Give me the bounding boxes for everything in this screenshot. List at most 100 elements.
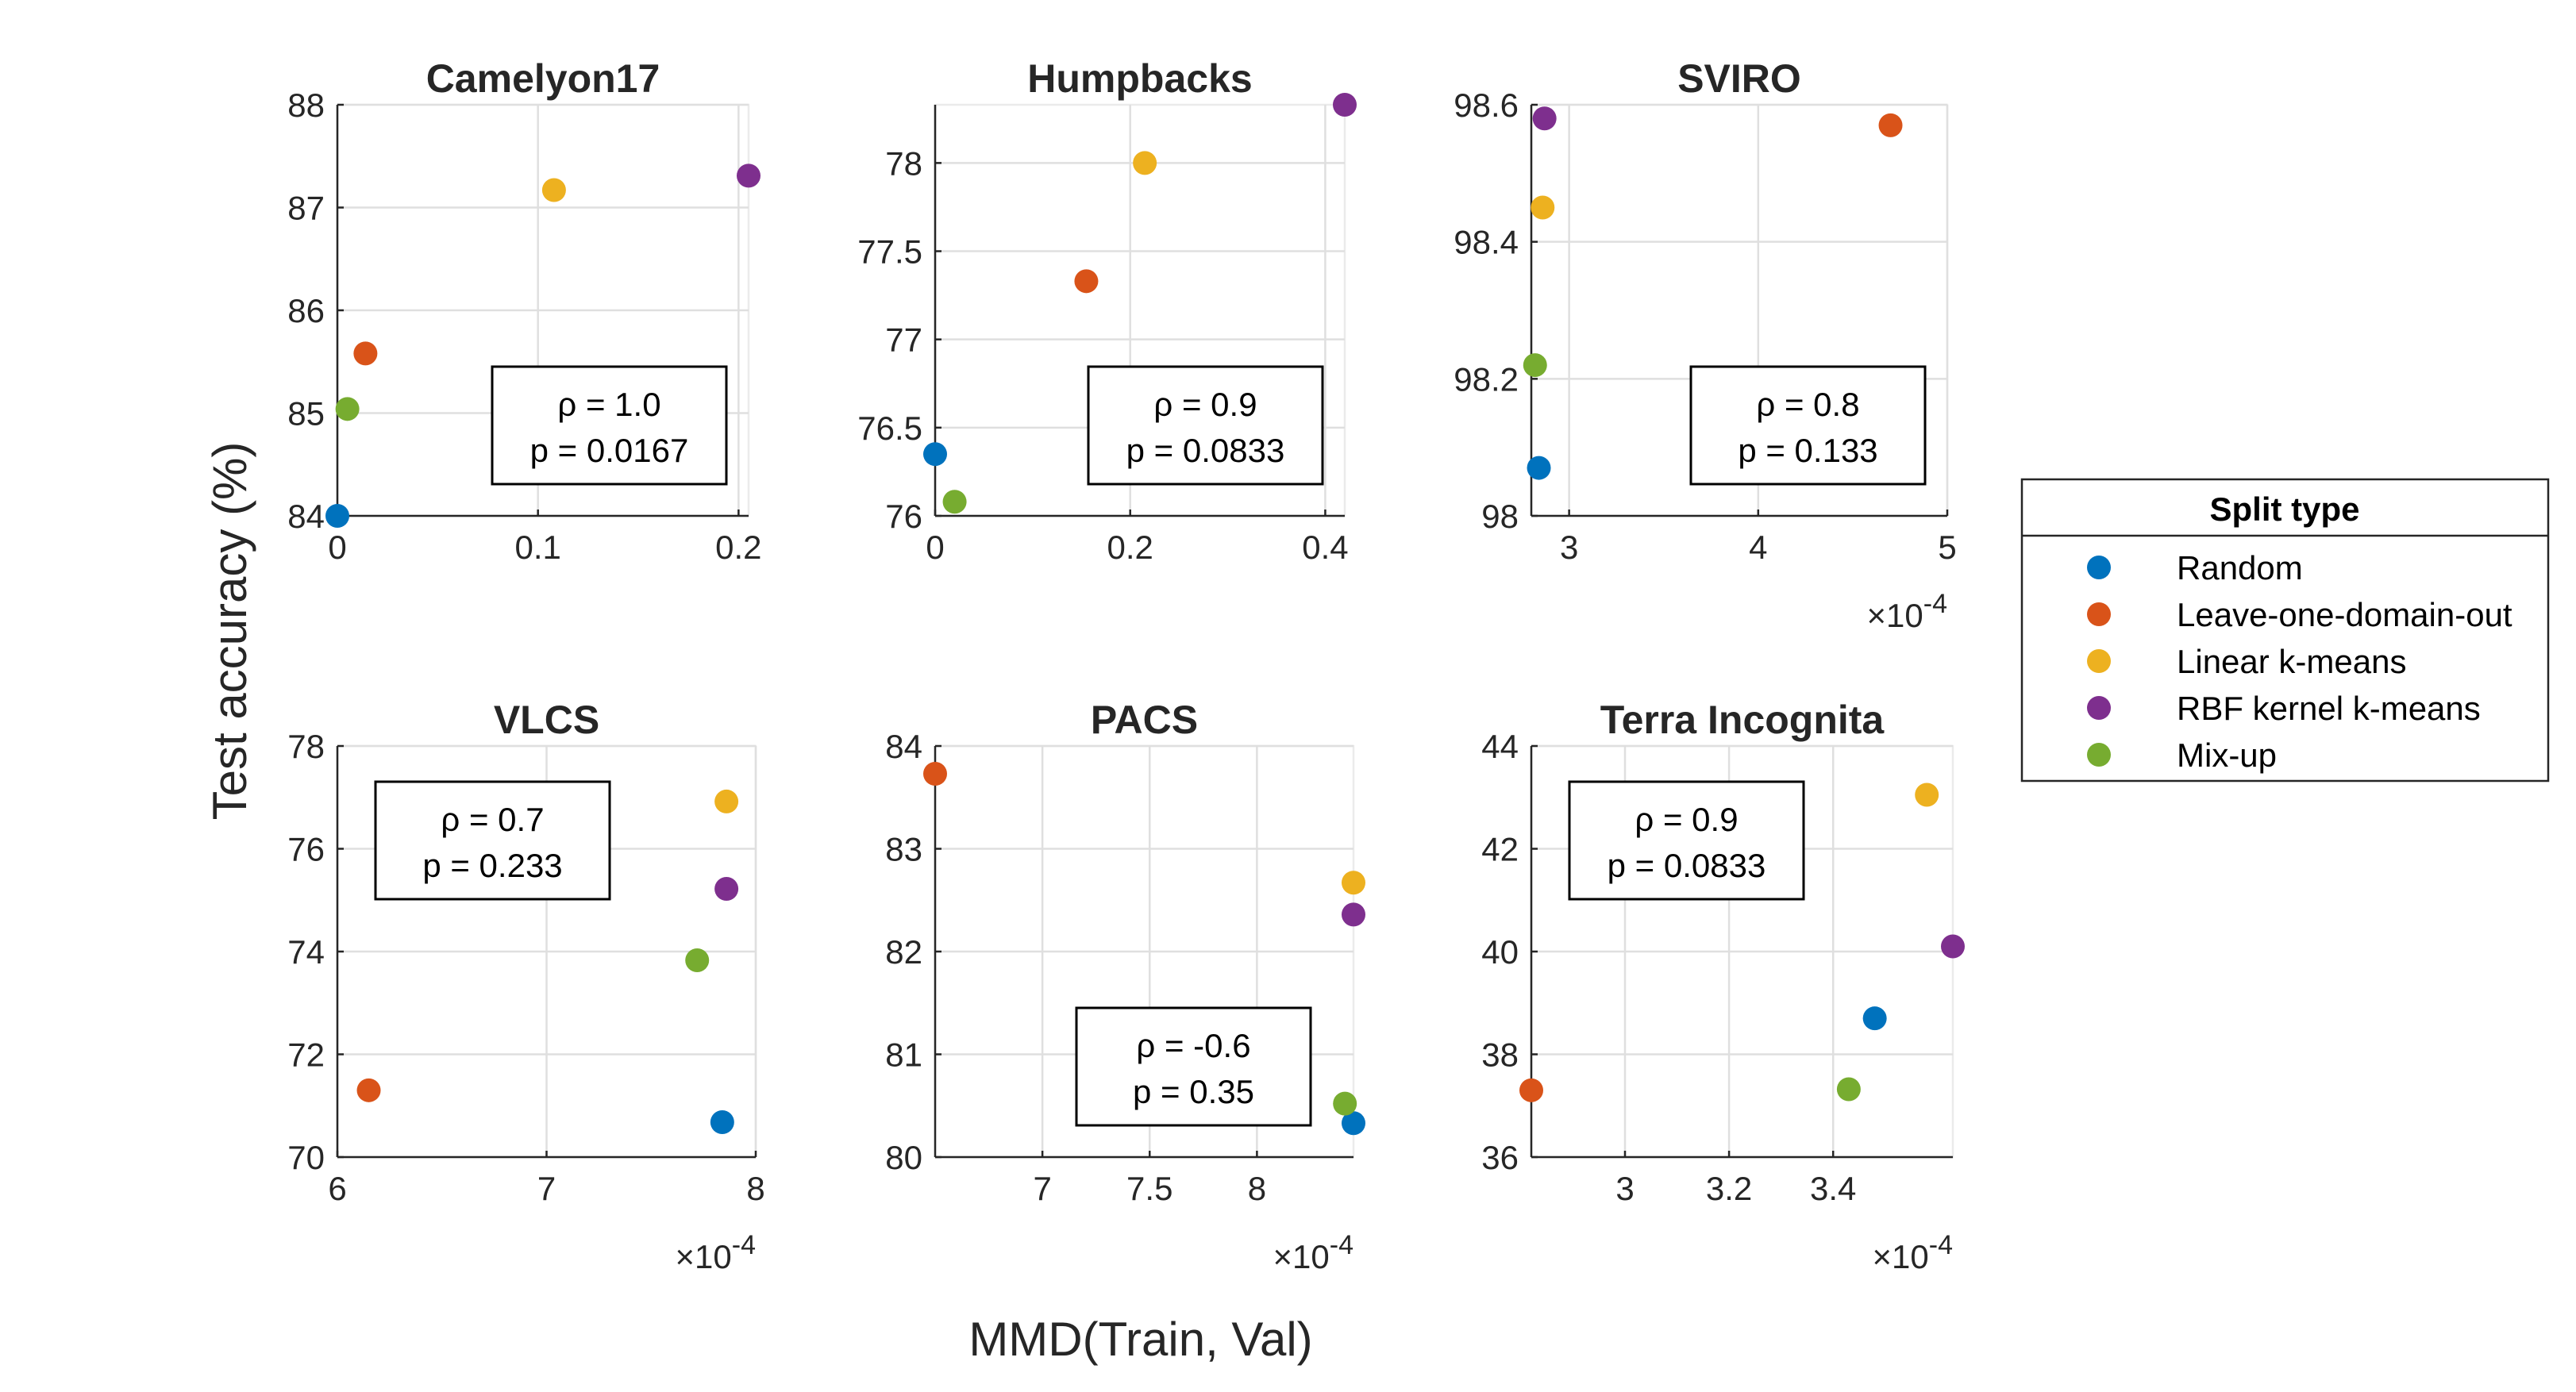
- data-point: [1532, 106, 1557, 131]
- subplot: 3 4 5 98 98.2 98.4 98.6 SVIRO ×10-4 ρ = 0.8 p = 0.…: [1454, 56, 1956, 634]
- data-point: [1342, 871, 1365, 895]
- x-tick-label: 3: [1615, 1170, 1634, 1207]
- x-tick-label: 0: [328, 529, 346, 566]
- y-tick-label: 98.6: [1454, 87, 1519, 124]
- legend-label: Leave-one-domain-out: [2177, 596, 2512, 633]
- data-point: [1527, 456, 1551, 480]
- data-point: [942, 490, 967, 514]
- p-value-label: p = 0.35: [1133, 1073, 1254, 1110]
- legend-item: Random: [2087, 549, 2303, 586]
- data-point: [1941, 934, 1965, 959]
- annotation-box: [491, 365, 728, 486]
- y-tick-label: 86: [287, 292, 325, 329]
- data-point: [685, 948, 710, 973]
- legend-marker: [2087, 649, 2111, 673]
- y-tick-label: 74: [287, 933, 325, 971]
- y-tick-label: 42: [1481, 831, 1519, 868]
- data-point: [1333, 1091, 1357, 1116]
- y-tick-label: 44: [1481, 728, 1519, 765]
- legend-item: RBF kernel k-means: [2087, 690, 2481, 727]
- x-exponent-label: ×10-4: [1873, 1230, 1953, 1275]
- x-exponent-label: ×10-4: [676, 1230, 756, 1275]
- data-point: [714, 789, 739, 813]
- x-tick-label: 3.2: [1706, 1170, 1752, 1207]
- data-point: [714, 877, 739, 902]
- subplot-title: PACS: [1091, 698, 1198, 742]
- data-point: [356, 1078, 381, 1102]
- correlation-annotation: ρ = -0.6 p = 0.35: [1075, 1006, 1312, 1127]
- legend-item: Linear k-means: [2087, 643, 2406, 680]
- annotation-box: [374, 780, 611, 901]
- legend-marker: [2087, 743, 2111, 767]
- subplot-title: Camelyon17: [426, 56, 660, 101]
- correlation-annotation: ρ = 1.0 p = 0.0167: [491, 365, 728, 486]
- x-tick-label: 0.2: [1107, 529, 1153, 566]
- subplot: 7 7.5 8 80 81 82 83 84 PACS ×10-4 ρ = -0.6 p = 0.35: [885, 698, 1365, 1275]
- subplot: 3 3.2 3.4 36 38 40 42 44 Terra Incognita ×10-4 ρ =…: [1481, 698, 1965, 1275]
- x-exponent-label: ×10-4: [1867, 589, 1947, 634]
- y-tick-label: 77.5: [857, 233, 922, 271]
- data-point: [1523, 353, 1547, 378]
- data-point: [1836, 1077, 1861, 1102]
- data-point: [1074, 269, 1099, 294]
- y-axis-label: Test accuracy (%): [203, 442, 256, 821]
- x-exponent-label: ×10-4: [1273, 1230, 1353, 1275]
- rho-label: ρ = 0.9: [1153, 386, 1257, 423]
- x-tick-label: 0.4: [1302, 529, 1348, 566]
- data-point: [1531, 195, 1555, 220]
- y-tick-label: 36: [1481, 1139, 1519, 1176]
- annotation-box: [1568, 780, 1805, 901]
- y-tick-label: 82: [885, 933, 922, 971]
- p-value-label: p = 0.0833: [1608, 847, 1766, 884]
- x-tick-label: 3: [1560, 529, 1578, 566]
- y-tick-label: 80: [885, 1139, 922, 1176]
- y-tick-label: 83: [885, 831, 922, 868]
- data-point: [923, 442, 947, 467]
- rho-label: ρ = 0.9: [1635, 801, 1738, 838]
- correlation-annotation: ρ = 0.8 p = 0.133: [1689, 365, 1927, 486]
- data-point: [541, 178, 566, 202]
- x-tick-label: 4: [1749, 529, 1767, 566]
- y-tick-label: 38: [1481, 1036, 1519, 1074]
- data-point: [335, 397, 360, 421]
- legend-item: Leave-one-domain-out: [2087, 596, 2512, 633]
- y-tick-label: 85: [287, 395, 325, 433]
- y-tick-label: 72: [287, 1036, 325, 1074]
- x-tick-label: 8: [1248, 1170, 1266, 1207]
- p-value-label: p = 0.133: [1738, 432, 1877, 469]
- legend-item: Mix-up: [2087, 736, 2277, 774]
- legend-label: RBF kernel k-means: [2177, 690, 2481, 727]
- y-tick-label: 40: [1481, 933, 1519, 971]
- data-point: [710, 1109, 734, 1134]
- y-tick-label: 78: [287, 728, 325, 765]
- legend-label: Linear k-means: [2177, 643, 2406, 680]
- y-tick-label: 78: [885, 144, 922, 182]
- data-point: [923, 761, 947, 786]
- y-tick-label: 70: [287, 1139, 325, 1176]
- subplot-title: VLCS: [494, 698, 599, 742]
- rho-label: ρ = -0.6: [1136, 1027, 1250, 1064]
- p-value-label: p = 0.233: [422, 847, 562, 884]
- data-point: [737, 163, 760, 188]
- data-point: [1133, 151, 1157, 175]
- data-point: [1333, 93, 1357, 117]
- y-tick-label: 77: [885, 321, 922, 359]
- x-tick-label: 0.2: [715, 529, 761, 566]
- subplot-title: SVIRO: [1677, 56, 1801, 101]
- x-tick-label: 5: [1938, 529, 1956, 566]
- x-tick-label: 8: [746, 1170, 764, 1207]
- y-tick-label: 76: [287, 831, 325, 868]
- data-point: [1519, 1078, 1543, 1102]
- x-tick-label: 7.5: [1126, 1170, 1172, 1207]
- correlation-annotation: ρ = 0.9 p = 0.0833: [1087, 365, 1324, 486]
- subplot: 0 0.2 0.4 76 76.5 77 77.5 78 Humpbacks ρ = 0.9 p =…: [857, 56, 1357, 566]
- legend-box: [2020, 478, 2550, 783]
- x-tick-label: 0.1: [514, 529, 560, 566]
- correlation-annotation: ρ = 0.7 p = 0.233: [374, 780, 611, 901]
- legend: Split type Random Leave-one-domain-out Lin…: [2020, 478, 2550, 783]
- rho-label: ρ = 0.8: [1756, 386, 1859, 423]
- p-value-label: p = 0.0833: [1126, 432, 1285, 469]
- y-tick-label: 98.2: [1454, 360, 1519, 398]
